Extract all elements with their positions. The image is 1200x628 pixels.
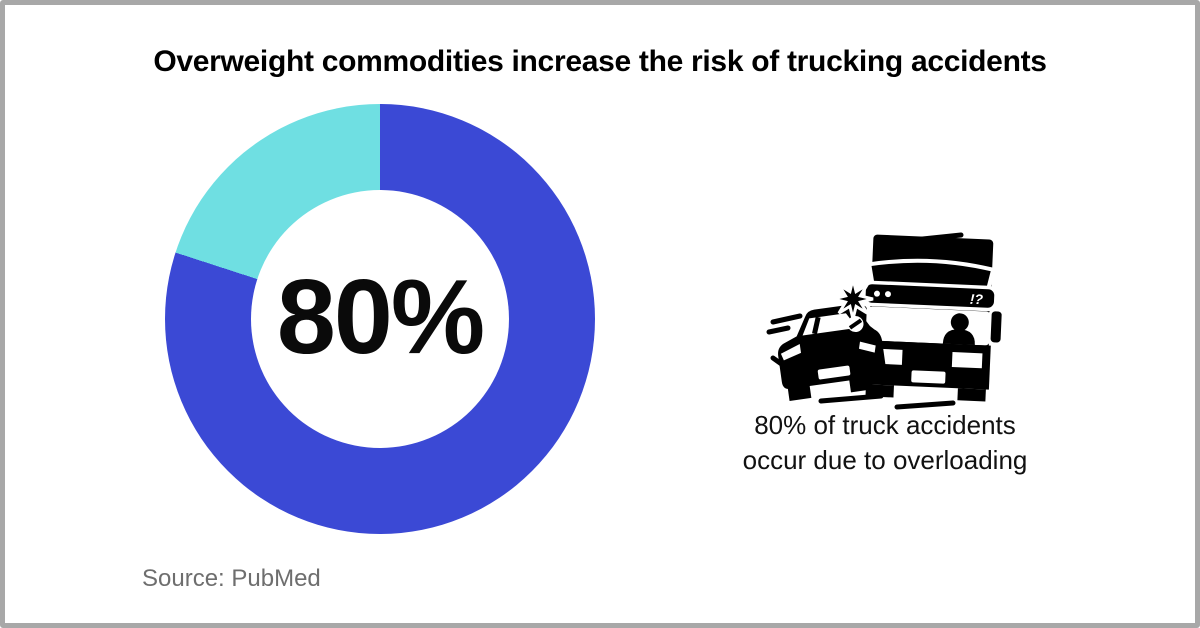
right-mirror: [987, 308, 1005, 346]
car: [778, 304, 886, 401]
caption-line-2: occur due to overloading: [742, 445, 1028, 475]
donut-hole: 80%: [251, 190, 509, 448]
truck-front: !?: [852, 234, 1005, 402]
windshield-exclaim-text: !?: [969, 291, 983, 308]
driver-body: [942, 329, 975, 345]
caption-line-1: 80% of truck accidents: [754, 410, 1016, 440]
collision-starburst: [832, 278, 874, 320]
source-attribution: Source: PubMed: [142, 565, 321, 592]
truck-car-collision-icon: !?: [766, 232, 1005, 410]
donut-center-label: 80%: [276, 258, 485, 376]
collision-illustration: !?: [763, 231, 1007, 411]
annotation-caption: 80% of truck accidents occur due to over…: [695, 408, 1075, 478]
chart-title: Overweight commodities increase the risk…: [153, 45, 1047, 78]
donut-chart: 80%: [165, 104, 595, 534]
driver-head: [950, 313, 969, 332]
